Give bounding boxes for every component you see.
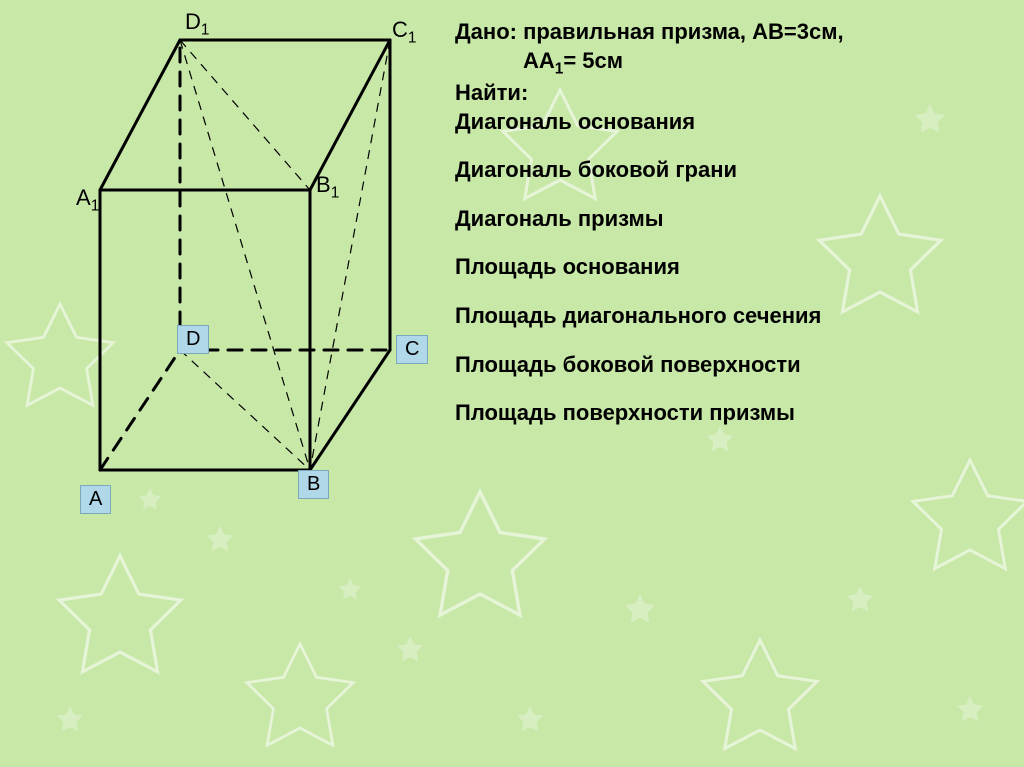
- problem-text: Дано: правильная призма, АВ=3см, АА1= 5с…: [455, 18, 1010, 428]
- given-prefix: Дано:: [455, 19, 523, 44]
- label-D1-text: D1: [185, 9, 209, 34]
- item-6: Площадь боковой поверхности: [455, 351, 1010, 380]
- item-7: Площадь поверхности призмы: [455, 399, 1010, 428]
- label-B1-text: B1: [316, 172, 339, 197]
- label-D-text: D: [186, 328, 200, 350]
- label-C-text: C: [405, 338, 419, 360]
- label-A1: A1: [76, 186, 99, 215]
- label-D: D: [177, 325, 209, 354]
- given-line1: Дано: правильная призма, АВ=3см,: [455, 18, 1010, 47]
- label-D1: D1: [185, 10, 209, 39]
- diagonals-thin: [180, 40, 390, 470]
- item-5: Площадь диагонального сечения: [455, 302, 1010, 331]
- prism-diagram: D C B A D1 C1 B1 A1: [70, 10, 430, 510]
- item-1: Диагональ основания: [455, 108, 1010, 137]
- slide: D C B A D1 C1 B1 A1 Дано: правильная при…: [0, 0, 1024, 767]
- item-4: Площадь основания: [455, 253, 1010, 282]
- given-line2: АА1= 5см: [455, 47, 1010, 79]
- given-rest: правильная призма, АВ=3см,: [523, 19, 844, 44]
- prism-svg: [70, 10, 430, 510]
- label-B-text: B: [307, 473, 320, 495]
- label-C1-text: C1: [392, 17, 416, 42]
- label-C1: C1: [392, 18, 416, 47]
- label-A1-text: A1: [76, 185, 99, 210]
- item-3: Диагональ призмы: [455, 205, 1010, 234]
- find-label: Найти:: [455, 79, 1010, 108]
- item-2: Диагональ боковой грани: [455, 156, 1010, 185]
- label-A-text: A: [89, 488, 102, 510]
- label-B: B: [298, 470, 329, 499]
- label-B1: B1: [316, 173, 339, 202]
- label-A: A: [80, 485, 111, 514]
- label-C: C: [396, 335, 428, 364]
